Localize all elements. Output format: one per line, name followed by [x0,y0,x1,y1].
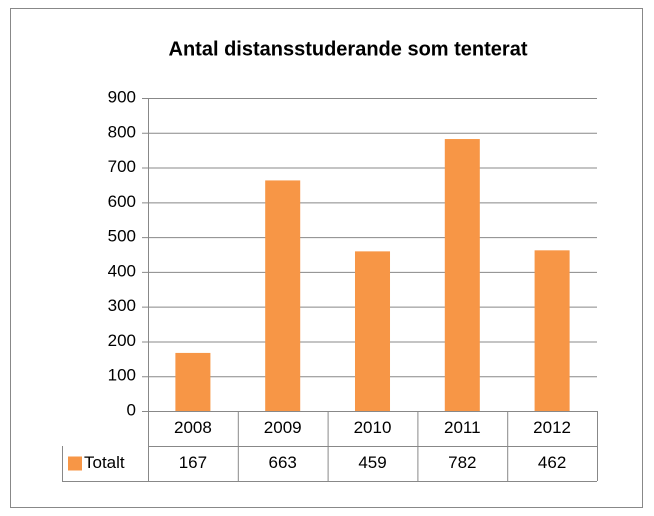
chart-title: Antal distansstuderande som tenterat [169,38,528,60]
bar [175,352,211,411]
table-value: 782 [448,453,476,472]
y-tick-label: 500 [108,227,136,246]
bar [534,250,570,411]
legend-label: Totalt [84,453,125,472]
y-tick-label: 800 [108,122,136,141]
legend-key [68,456,82,471]
table-value: 167 [179,453,207,472]
table-value: 663 [269,453,297,472]
y-tick-label: 900 [108,87,136,106]
x-tick-label: 2011 [444,418,481,437]
y-tick-label: 600 [108,192,136,211]
y-tick-label: 100 [108,366,136,385]
x-tick-label: 2012 [533,418,571,437]
bar [444,139,480,411]
x-tick-label: 2008 [174,418,212,437]
y-tick-label: 700 [108,157,136,176]
x-tick-label: 2010 [354,418,392,437]
table-value: 462 [538,453,566,472]
y-tick-label: 200 [108,331,136,350]
y-tick-label: 400 [108,261,136,280]
y-tick-label: 300 [108,296,136,315]
bar [354,251,391,411]
y-tick-label: 0 [127,400,136,419]
bar [265,180,301,411]
x-tick-label: 2009 [264,418,302,437]
table-value: 459 [358,453,386,472]
